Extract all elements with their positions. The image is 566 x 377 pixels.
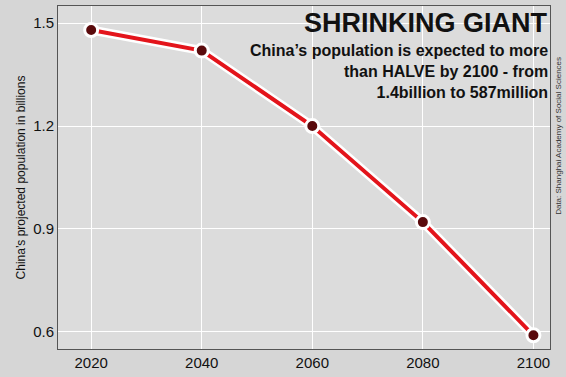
svg-text:1.5: 1.5 bbox=[33, 14, 54, 31]
svg-text:1.2: 1.2 bbox=[33, 117, 54, 134]
svg-text:2100: 2100 bbox=[517, 354, 550, 371]
svg-text:China’s population is expected: China’s population is expected to moreth… bbox=[250, 42, 548, 101]
svg-text:2020: 2020 bbox=[74, 354, 107, 371]
svg-text:2080: 2080 bbox=[406, 354, 439, 371]
svg-text:2040: 2040 bbox=[185, 354, 218, 371]
svg-text:China’s projected population i: China’s projected population in billions bbox=[14, 76, 28, 280]
svg-text:Data: Shanghai Academy of Soci: Data: Shanghai Academy of Social Science… bbox=[554, 57, 563, 215]
svg-text:0.6: 0.6 bbox=[33, 323, 54, 340]
svg-text:SHRINKING GIANT: SHRINKING GIANT bbox=[304, 8, 548, 38]
svg-text:2060: 2060 bbox=[296, 354, 329, 371]
svg-text:0.9: 0.9 bbox=[33, 220, 54, 237]
